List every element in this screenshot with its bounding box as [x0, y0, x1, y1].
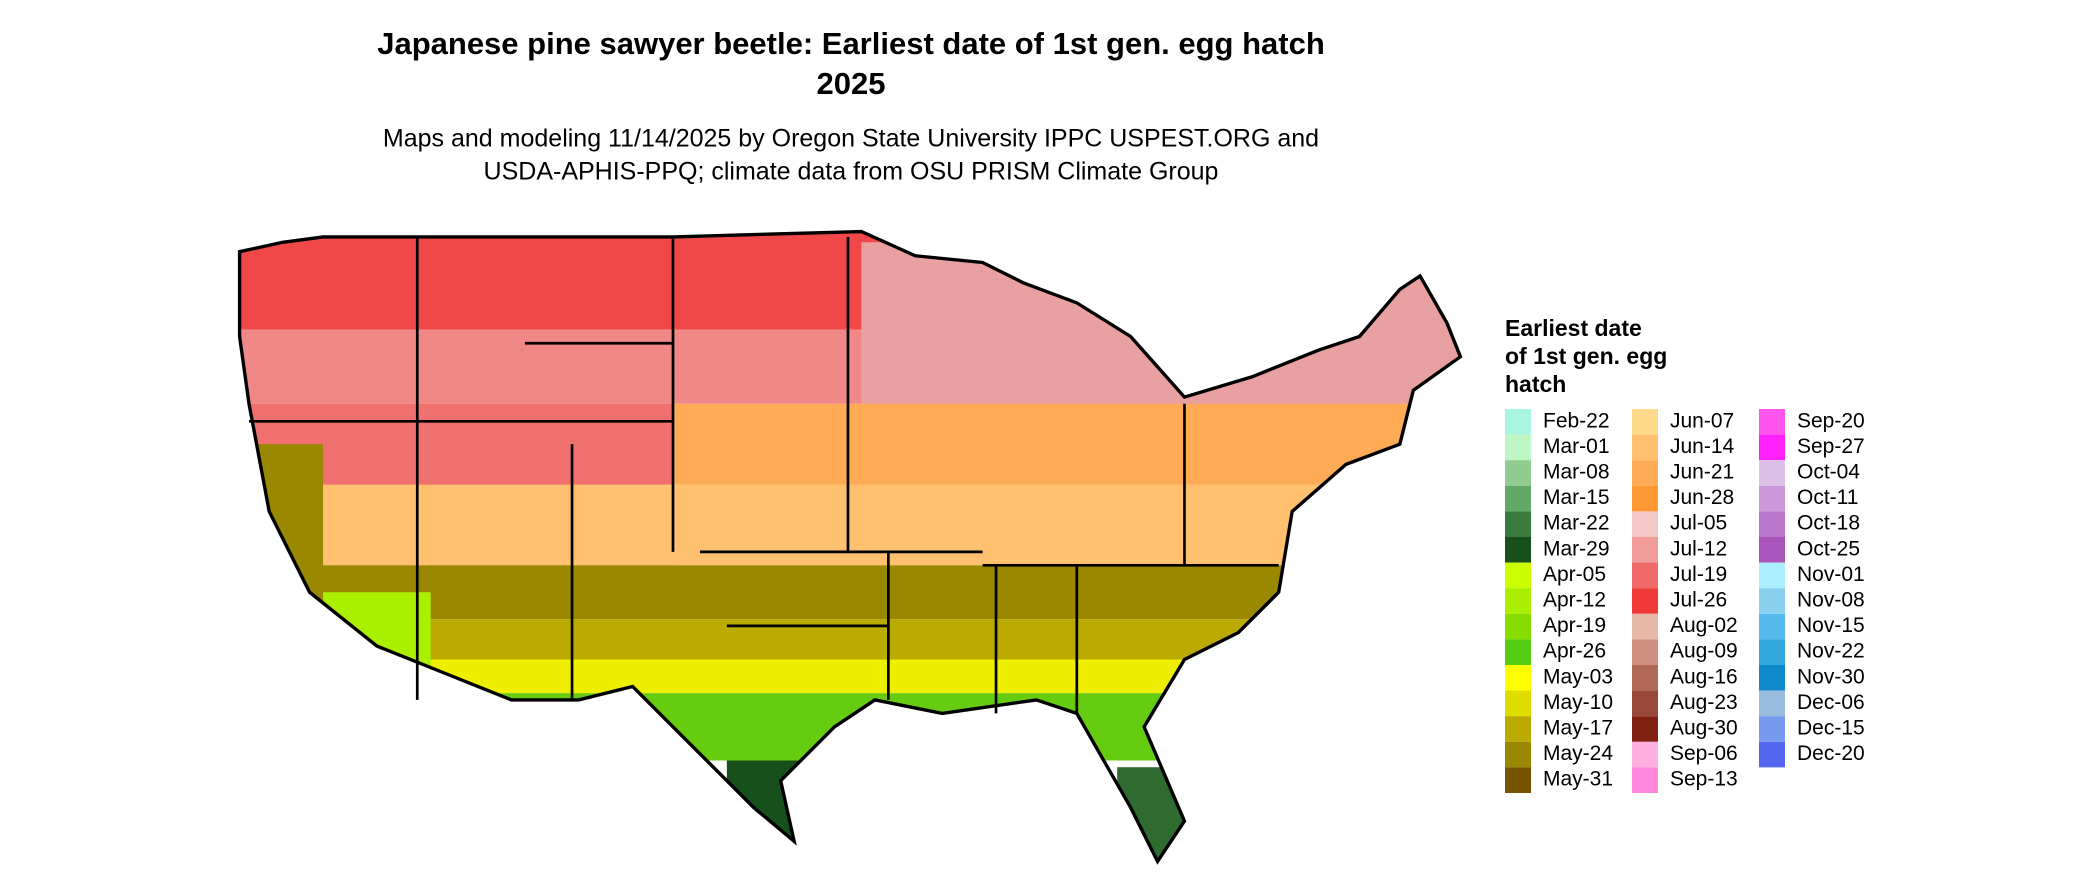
legend-swatch: [1505, 434, 1531, 461]
legend-label: Mar-29: [1543, 537, 1610, 560]
legend-swatch: [1759, 741, 1785, 768]
legend-label: Jun-28: [1670, 486, 1734, 509]
legend-swatch: [1632, 562, 1658, 589]
legend-label: Sep-20: [1797, 409, 1865, 432]
legend-label: Dec-06: [1797, 691, 1865, 714]
legend-title: hatch: [1505, 371, 1566, 397]
legend-swatch: [1632, 434, 1658, 461]
legend-swatch: [1505, 460, 1531, 486]
legend-swatch: [1759, 588, 1785, 614]
legend-swatch: [1505, 716, 1531, 742]
legend-label: Nov-15: [1797, 614, 1865, 637]
legend-label: Dec-20: [1797, 742, 1865, 765]
legend-title: of 1st gen. egg: [1505, 343, 1667, 369]
legend-label: Aug-30: [1670, 717, 1738, 740]
legend-swatch: [1632, 613, 1658, 640]
legend-label: May-17: [1543, 717, 1613, 740]
legend-swatch: [1632, 741, 1658, 768]
legend-swatch: [1759, 460, 1785, 486]
legend-swatch: [1759, 690, 1785, 717]
legend-label: Oct-04: [1797, 461, 1860, 484]
legend-label: Sep-27: [1797, 435, 1865, 458]
legend-swatch: [1759, 665, 1785, 691]
legend-swatch: [1505, 665, 1531, 691]
legend-label: Nov-30: [1797, 665, 1865, 688]
legend-label: Mar-08: [1543, 461, 1610, 484]
legend-swatch: [1632, 460, 1658, 486]
legend-label: Feb-22: [1543, 409, 1610, 432]
legend-label: Oct-18: [1797, 512, 1860, 535]
legend-label: Apr-19: [1543, 614, 1606, 637]
legend-swatch: [1759, 562, 1785, 589]
legend-label: Nov-01: [1797, 563, 1865, 586]
map: [237, 229, 1463, 865]
legend-label: Apr-05: [1543, 563, 1606, 586]
legend-label: Dec-15: [1797, 717, 1865, 740]
subtitle: USDA-APHIS-PPQ; climate data from OSU PR…: [484, 158, 1219, 186]
legend-label: Apr-12: [1543, 589, 1606, 612]
legend-swatch: [1759, 485, 1785, 512]
legend-swatch: [1632, 537, 1658, 563]
legend-label: Jun-07: [1670, 409, 1734, 432]
legend-swatch: [1505, 562, 1531, 589]
legend-label: Aug-23: [1670, 691, 1738, 714]
legend-swatch: [1505, 485, 1531, 512]
subtitle: Maps and modeling 11/14/2025 by Oregon S…: [383, 125, 1319, 153]
legend-swatch: [1632, 485, 1658, 512]
legend-label: Jul-12: [1670, 537, 1727, 560]
legend-label: Sep-06: [1670, 742, 1738, 765]
legend-swatch: [1759, 613, 1785, 640]
legend-swatch: [1505, 767, 1531, 793]
legend-label: Mar-15: [1543, 486, 1610, 509]
legend-label: Aug-02: [1670, 614, 1738, 637]
legend-label: Mar-01: [1543, 435, 1610, 458]
legend-swatch: [1505, 741, 1531, 768]
legend-swatch: [1632, 588, 1658, 614]
legend-swatch: [1632, 716, 1658, 742]
title-year: 2025: [817, 66, 886, 101]
legend-swatch: [1759, 537, 1785, 563]
legend-swatch: [1632, 665, 1658, 691]
legend-swatch: [1759, 716, 1785, 742]
legend-swatch: [1759, 639, 1785, 665]
legend-swatch: [1632, 511, 1658, 537]
legend-label: Jul-05: [1670, 512, 1727, 535]
legend-label: Nov-08: [1797, 589, 1865, 612]
legend-swatch: [1505, 537, 1531, 563]
legend-label: Jul-19: [1670, 563, 1727, 586]
legend-label: Apr-26: [1543, 640, 1606, 663]
legend-swatch: [1759, 434, 1785, 461]
legend-label: May-24: [1543, 742, 1613, 765]
legend-label: Mar-22: [1543, 512, 1610, 535]
legend-swatch: [1505, 613, 1531, 640]
legend-swatch: [1505, 511, 1531, 537]
legend-label: Jun-14: [1670, 435, 1735, 458]
legend-swatch: [1505, 588, 1531, 614]
legend-swatch: [1759, 409, 1785, 435]
legend-swatch: [1632, 409, 1658, 435]
legend-swatch: [1505, 409, 1531, 435]
legend-label: Nov-22: [1797, 640, 1865, 663]
legend-title: Earliest date: [1505, 315, 1642, 341]
legend-label: Jun-21: [1670, 461, 1734, 484]
legend-swatch: [1632, 639, 1658, 665]
legend-swatch: [1505, 639, 1531, 665]
legend-label: Oct-25: [1797, 537, 1860, 560]
legend-label: Aug-16: [1670, 665, 1738, 688]
legend-label: May-31: [1543, 768, 1613, 791]
legend-label: Jul-26: [1670, 589, 1727, 612]
title: Japanese pine sawyer beetle: Earliest da…: [377, 26, 1325, 61]
legend-label: May-10: [1543, 691, 1613, 714]
legend-swatch: [1632, 690, 1658, 717]
legend-swatch: [1632, 767, 1658, 793]
legend-swatch: [1759, 511, 1785, 537]
legend-label: Oct-11: [1797, 486, 1858, 509]
legend-label: Aug-09: [1670, 640, 1738, 663]
legend-label: Sep-13: [1670, 768, 1738, 791]
legend-swatch: [1505, 690, 1531, 717]
legend-label: May-03: [1543, 665, 1613, 688]
